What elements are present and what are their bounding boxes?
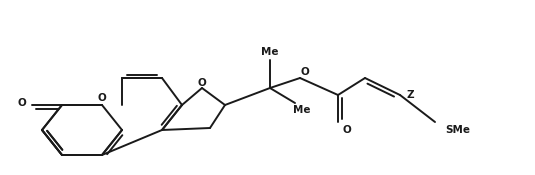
Text: O: O [342,125,351,135]
Text: O: O [97,93,106,103]
Text: O: O [18,98,26,108]
Text: Me: Me [293,105,311,115]
Text: SMe: SMe [446,125,470,135]
Text: Z: Z [406,90,414,100]
Text: O: O [197,78,207,88]
Text: O: O [301,67,309,77]
Text: Me: Me [261,47,279,57]
